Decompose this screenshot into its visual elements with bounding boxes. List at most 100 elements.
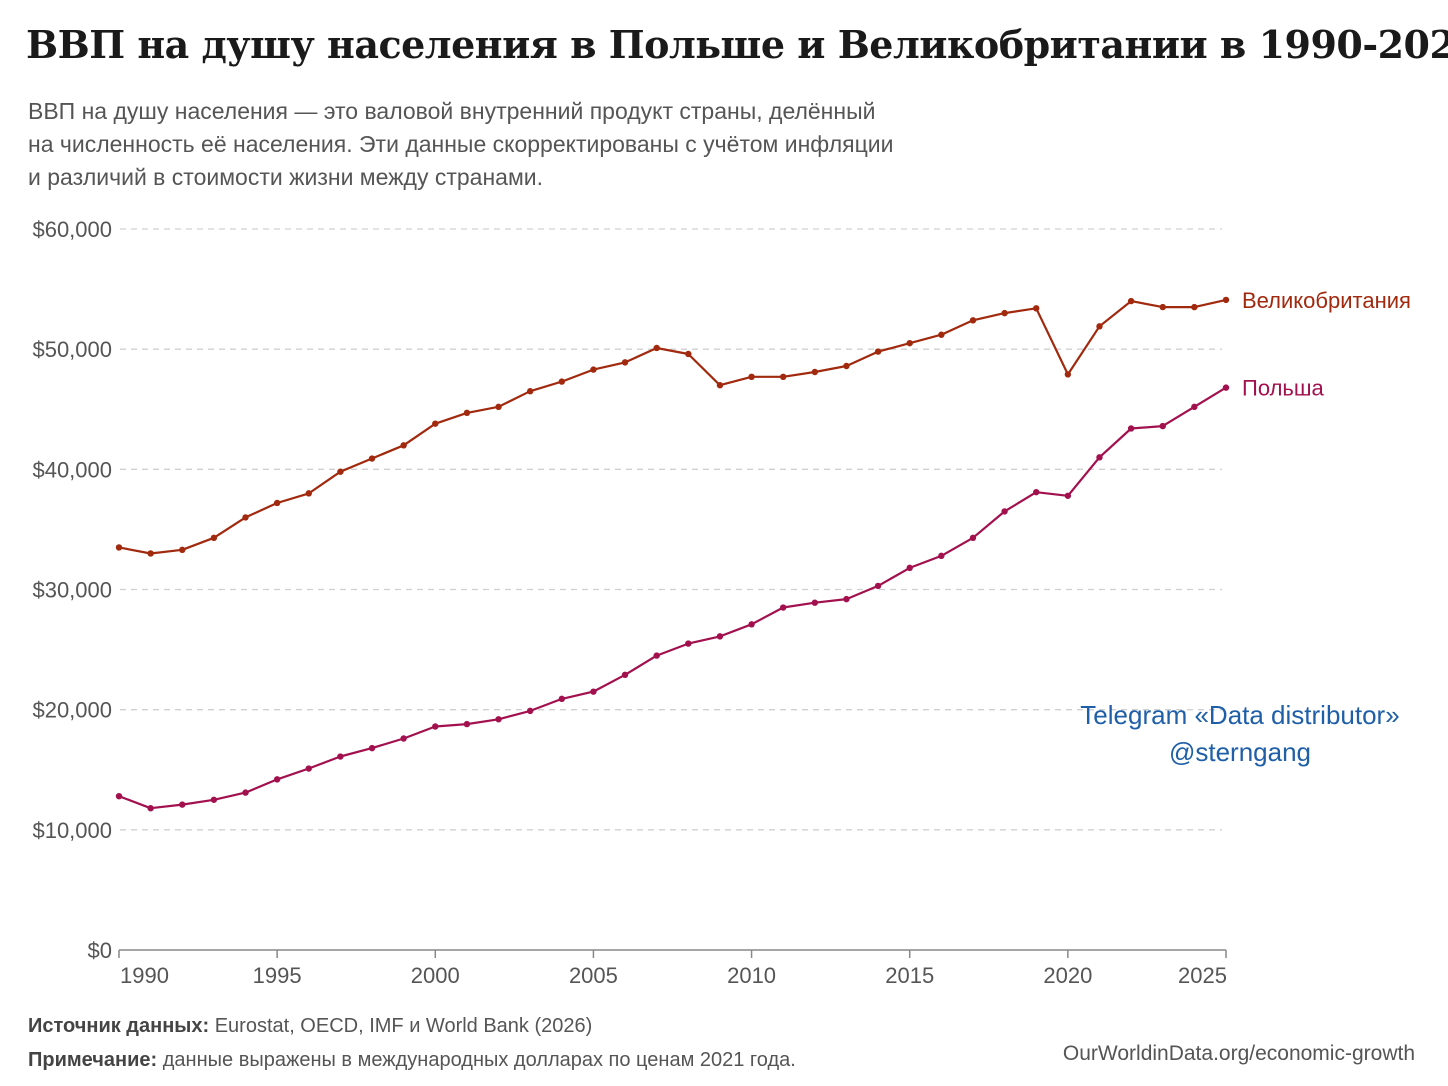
data-point: [811, 599, 819, 606]
data-point: [305, 490, 312, 497]
subtitle-line-3: и различий в стоимости жизни между стран…: [28, 164, 544, 190]
data-point: [242, 789, 249, 796]
data-point: [305, 765, 312, 772]
data-point: [621, 359, 629, 366]
data-point: [1064, 371, 1072, 378]
data-point: [906, 564, 913, 572]
data-point: [1096, 323, 1103, 330]
data-point: [400, 735, 407, 742]
subtitle-line-1: ВВП на душу населения — это валовой внут…: [28, 98, 876, 124]
chart-title: ВВП на душу населения в Польше и Великоб…: [26, 22, 1448, 67]
y-tick-label: $30,000: [32, 578, 112, 603]
note-label: Примечание:: [28, 1049, 158, 1071]
data-point: [906, 339, 913, 347]
data-point: [115, 792, 123, 800]
data-point: [716, 382, 724, 389]
data-point: [874, 348, 882, 355]
data-point: [590, 688, 597, 695]
footer-note: Примечание: данные выражены в международ…: [28, 1049, 796, 1072]
series-labels: Великобритания Польша: [1242, 288, 1411, 401]
data-point: [843, 362, 850, 370]
source-text: Eurostat, OECD, IMF и World Bank (2026): [209, 1015, 593, 1037]
y-tick-label: $20,000: [32, 698, 112, 723]
data-point: [242, 514, 249, 521]
data-point: [748, 621, 755, 628]
data-point: [147, 550, 154, 557]
watermark-line-2: @sterngang: [1168, 737, 1312, 767]
data-point: [432, 420, 439, 427]
y-tick-label: $10,000: [32, 818, 112, 843]
data-point: [938, 552, 945, 560]
data-point: [590, 366, 597, 373]
data-point: [368, 744, 376, 752]
chart-subtitle: ВВП на душу населения — это валовой внут…: [28, 95, 988, 194]
data-point: [1033, 305, 1040, 312]
data-point: [1159, 303, 1166, 311]
data-point: [558, 695, 565, 703]
data-point: [653, 344, 660, 352]
series-group: [115, 296, 1230, 812]
data-point: [179, 546, 186, 554]
data-point: [115, 544, 123, 551]
data-point: [685, 640, 692, 647]
x-tick-label: 2000: [411, 963, 460, 988]
data-point: [463, 720, 471, 728]
data-point: [874, 582, 882, 590]
data-point: [432, 723, 439, 730]
data-point: [716, 633, 724, 640]
note-text: данные выражены в международных долларах…: [157, 1049, 796, 1071]
data-point: [1191, 403, 1198, 411]
data-point: [653, 652, 660, 659]
data-point: [1033, 488, 1040, 496]
data-point: [1001, 508, 1008, 515]
data-point: [210, 534, 218, 542]
y-axis-ticks: $0 $10,000 $20,000 $30,000 $40,000 $50,000 $60…: [32, 217, 112, 963]
data-point: [179, 801, 186, 808]
data-point: [337, 468, 344, 475]
series-label: Польша: [1242, 376, 1325, 401]
data-point: [780, 604, 787, 611]
data-point: [1064, 492, 1072, 499]
y-tick-label: $40,000: [32, 457, 112, 482]
data-point: [1096, 454, 1103, 461]
data-point: [1159, 422, 1166, 430]
data-point: [463, 409, 471, 417]
series-line: [118, 298, 1227, 555]
y-tick-label: $50,000: [32, 337, 112, 362]
data-point: [273, 499, 281, 507]
data-point: [621, 671, 629, 679]
grid-lines: [120, 228, 1222, 831]
x-tick-label: 2005: [569, 963, 618, 988]
x-tick-label: 2015: [885, 963, 934, 988]
series-label: Великобритания: [1242, 288, 1411, 313]
x-axis: 1990 1995 2000 2005 2010 2015 2020 2025: [118, 949, 1227, 988]
x-tick-label: 2010: [727, 963, 776, 988]
data-point: [495, 716, 502, 723]
y-tick-label: $0: [88, 938, 112, 963]
data-point: [811, 368, 819, 376]
data-point: [273, 776, 281, 783]
footer-url-link[interactable]: OurWorldinData.org/economic-growth: [1062, 1042, 1415, 1065]
x-tick-label: 2020: [1043, 963, 1092, 988]
data-point: [526, 388, 534, 395]
data-point: [526, 707, 534, 715]
data-point: [843, 595, 850, 603]
data-point: [1001, 309, 1008, 317]
data-point: [147, 805, 154, 812]
data-point: [685, 350, 692, 358]
data-point: [1222, 296, 1230, 304]
data-point: [1222, 384, 1230, 391]
subtitle-line-2: на численность её населения. Эти данные …: [28, 131, 894, 157]
data-point: [1127, 425, 1135, 432]
data-point: [780, 373, 787, 381]
data-point: [210, 796, 218, 803]
data-point: [400, 442, 407, 449]
x-tick-label: 1990: [120, 963, 169, 988]
footer-source: Источник данных: Eurostat, OECD, IMF и W…: [28, 1015, 592, 1038]
data-point: [558, 378, 565, 385]
source-label: Источник данных:: [28, 1015, 210, 1037]
y-tick-label: $60,000: [32, 217, 112, 242]
data-point: [938, 331, 945, 338]
watermark-line-1: Telegram «Data distributor»: [1080, 700, 1400, 730]
